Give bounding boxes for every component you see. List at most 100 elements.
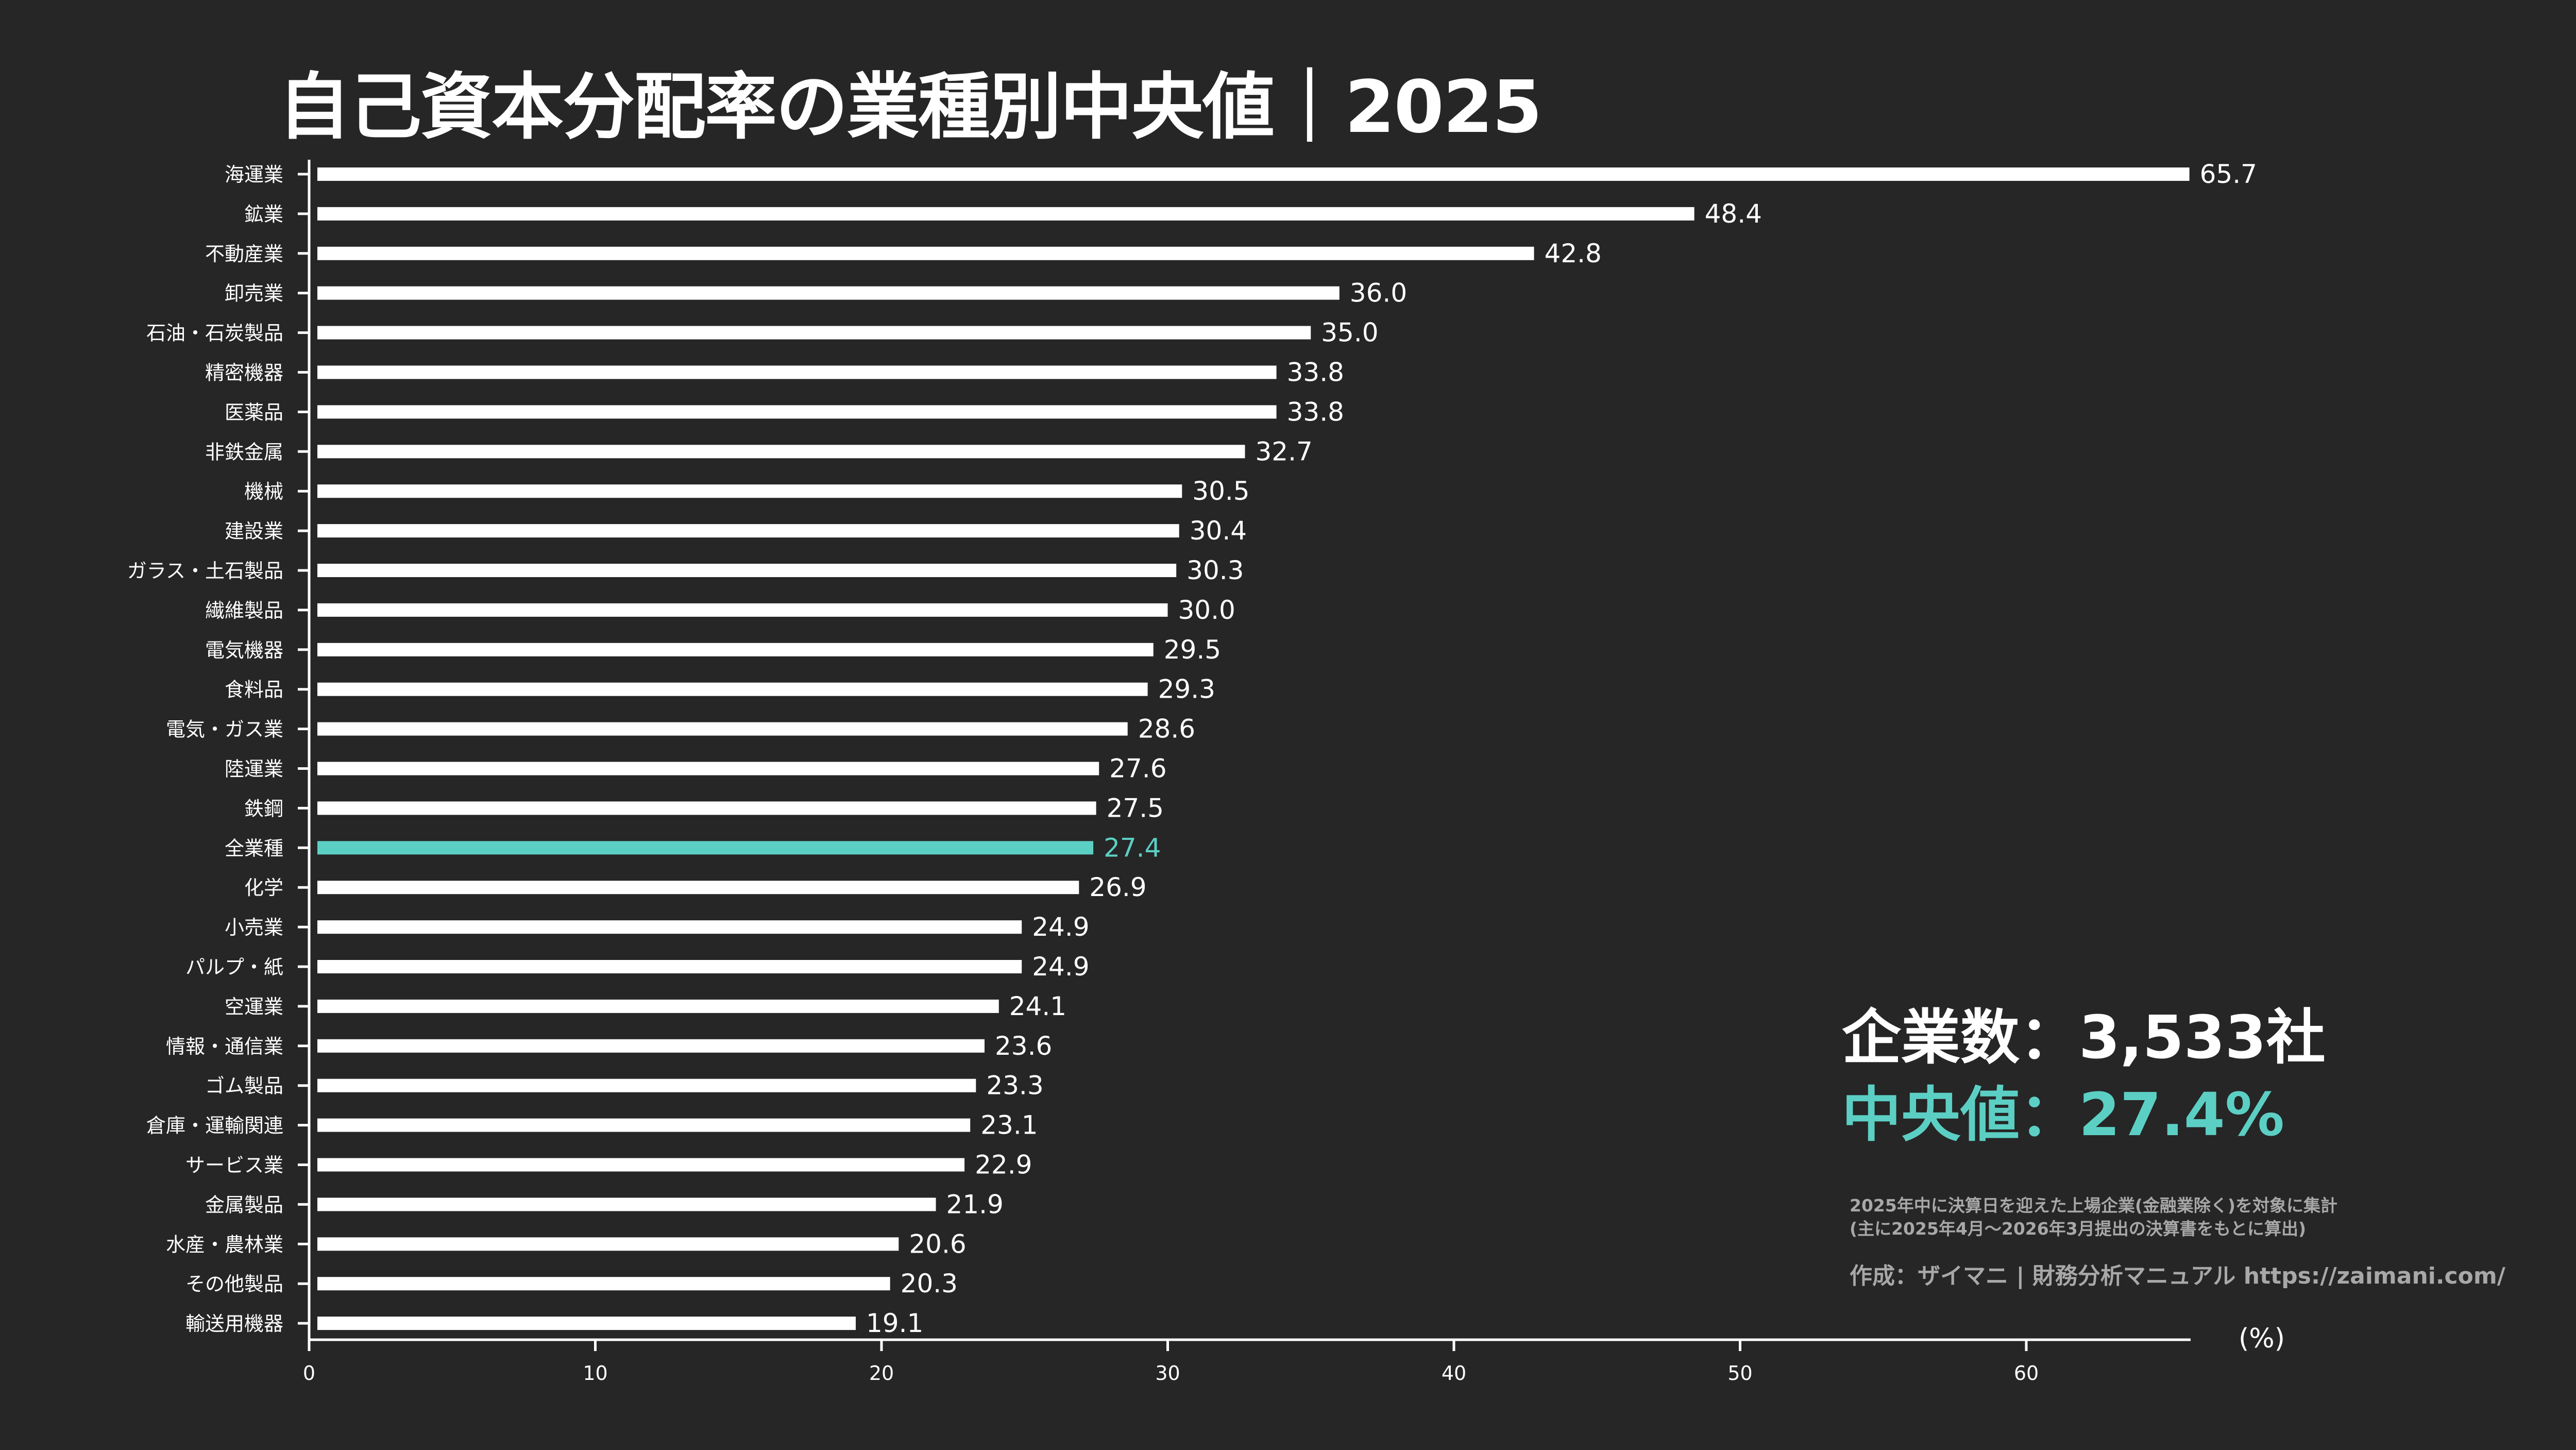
category-label: 非鉄金属 xyxy=(205,441,283,463)
value-label: 48.4 xyxy=(1705,199,1762,229)
value-label: 26.9 xyxy=(1089,872,1146,902)
value-label: 32.7 xyxy=(1255,436,1312,466)
bar xyxy=(317,1237,899,1251)
value-label: 35.0 xyxy=(1321,318,1378,348)
category-label: 倉庫・運輸関連 xyxy=(146,1115,283,1137)
category-label: 不動産業 xyxy=(205,243,283,265)
category-label: 電気機器 xyxy=(205,639,283,662)
bar xyxy=(317,1317,856,1330)
bar xyxy=(317,960,1022,973)
bar xyxy=(317,524,1179,538)
category-label: サービス業 xyxy=(185,1154,283,1177)
value-label: 30.0 xyxy=(1178,595,1235,625)
category-label: 空運業 xyxy=(225,996,283,1018)
value-label: 28.6 xyxy=(1138,714,1195,744)
bar xyxy=(317,722,1128,736)
category-label: その他製品 xyxy=(185,1273,283,1295)
value-label: 36.0 xyxy=(1350,278,1407,308)
bar xyxy=(317,801,1096,815)
category-label: 情報・通信業 xyxy=(166,1035,283,1058)
median-value: 中央値：27.4% xyxy=(1842,1080,2284,1150)
value-label: 19.1 xyxy=(866,1308,923,1338)
value-label: 33.8 xyxy=(1287,397,1344,427)
category-label: 医薬品 xyxy=(225,401,283,424)
bar xyxy=(317,286,1340,300)
value-label: 65.7 xyxy=(2200,159,2257,189)
value-label: 20.3 xyxy=(901,1269,958,1299)
chart-title: 自己資本分配率の業種別中央値｜2025 xyxy=(278,65,1543,149)
footnote: 2025年中に決算日を迎えた上場企業(金融業除く)を対象に集計 (主に2025年… xyxy=(1850,1194,2337,1240)
category-label: 水産・農林業 xyxy=(166,1233,283,1256)
bar xyxy=(317,1158,965,1172)
x-tick-label: 10 xyxy=(583,1362,607,1385)
bar xyxy=(317,326,1311,340)
category-label: 石油・石炭製品 xyxy=(146,322,283,345)
category-label: 精密機器 xyxy=(205,362,283,384)
bar xyxy=(317,365,1277,379)
value-label: 22.9 xyxy=(975,1150,1032,1180)
x-tick-label: 20 xyxy=(869,1362,894,1385)
value-label: 20.6 xyxy=(909,1229,966,1259)
category-label: 卸売業 xyxy=(225,282,283,305)
value-label: 23.3 xyxy=(986,1071,1043,1101)
category-label: 食料品 xyxy=(225,679,283,701)
category-label: 金属製品 xyxy=(205,1193,283,1216)
category-label: 鉱業 xyxy=(244,203,283,226)
value-label: 27.6 xyxy=(1109,754,1166,784)
value-label: 24.1 xyxy=(1009,991,1066,1021)
bar xyxy=(317,445,1245,459)
footnote-line: 2025年中に決算日を迎えた上場企業(金融業除く)を対象に集計 xyxy=(1850,1195,2338,1216)
credit: 作成：ザイマニ | 財務分析マニュアル https://zaimani.com/ xyxy=(1850,1263,2505,1289)
x-tick-label: 30 xyxy=(1155,1362,1180,1385)
bar xyxy=(317,405,1277,419)
bar xyxy=(317,1277,890,1291)
category-label: 繊維製品 xyxy=(205,599,283,622)
bar xyxy=(317,484,1182,498)
category-label: ゴム製品 xyxy=(205,1075,283,1098)
category-label: 小売業 xyxy=(225,916,283,939)
x-tick-label: 60 xyxy=(2014,1362,2039,1385)
value-label: 30.4 xyxy=(1190,516,1247,546)
value-label: 24.9 xyxy=(1032,912,1089,942)
bar xyxy=(317,1039,985,1053)
bar xyxy=(317,246,1534,260)
bar xyxy=(317,881,1079,895)
value-label: 30.5 xyxy=(1192,476,1249,506)
category-label: パルプ・紙 xyxy=(185,956,283,979)
value-label: 24.9 xyxy=(1032,952,1089,982)
category-label: ガラス・土石製品 xyxy=(127,560,283,582)
bar xyxy=(317,207,1694,221)
category-label: 輸送用機器 xyxy=(185,1312,283,1335)
bar xyxy=(317,920,1022,934)
bar xyxy=(317,762,1099,775)
category-label: 陸運業 xyxy=(225,758,283,781)
footnote-line: (主に2025年4月〜2026年3月提出の決算書をもとに算出) xyxy=(1850,1218,2307,1239)
summary-stats: 企業数：3,533社 中央値：27.4% xyxy=(1842,1000,2326,1154)
value-label: 21.9 xyxy=(946,1189,1004,1219)
bar xyxy=(317,1078,976,1092)
bar xyxy=(317,603,1168,617)
bar xyxy=(317,167,2190,181)
value-label: 27.4 xyxy=(1104,833,1161,863)
x-tick-label: 40 xyxy=(1442,1362,1466,1385)
value-label: 42.8 xyxy=(1545,239,1602,268)
x-tick-label: 50 xyxy=(1727,1362,1752,1385)
value-label: 29.5 xyxy=(1164,635,1221,665)
x-tick-label: 0 xyxy=(303,1362,315,1385)
value-label: 30.3 xyxy=(1187,555,1244,585)
category-label: 化学 xyxy=(244,876,283,899)
bar xyxy=(317,1118,971,1132)
category-label: 海運業 xyxy=(225,163,283,186)
x-axis-label: (%) xyxy=(2239,1323,2285,1354)
category-label: 電気・ガス業 xyxy=(166,718,283,741)
value-label: 29.3 xyxy=(1158,675,1215,704)
category-label: 全業種 xyxy=(225,837,283,859)
bar xyxy=(317,564,1177,577)
category-label: 鉄鋼 xyxy=(244,797,283,820)
value-label: 23.6 xyxy=(995,1031,1052,1061)
value-label: 27.5 xyxy=(1107,793,1164,823)
bar xyxy=(317,999,999,1013)
bar xyxy=(317,682,1148,696)
company-count: 企業数：3,533社 xyxy=(1842,1003,2326,1072)
